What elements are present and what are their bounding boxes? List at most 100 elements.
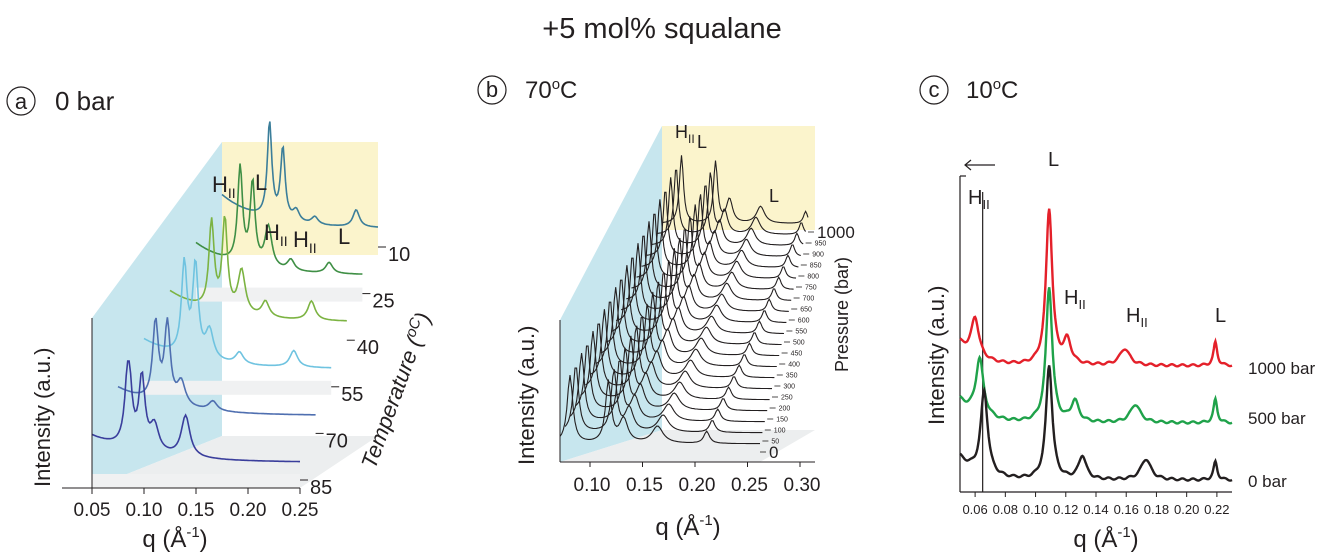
x-tick-label: 0.25 [282,500,319,521]
panel-c: c 10oC 0.06 0.08 0.10 0.12 0.14 0.16 0.18 0.20 0… [919,75,1315,553]
panel-c-ylabel: Intensity (a.u.) [924,286,949,425]
series-line-100-bar [569,353,765,423]
z-tick-label: 40 [357,337,379,359]
series-line-70 [117,317,316,416]
z-tick-label: 400 [788,362,800,369]
series-line-85 [91,360,300,463]
panel-c-legend-500: 500 bar [1248,409,1306,428]
z-tick-label: 350 [786,373,798,380]
x-tick-label: 0.20 [1174,502,1199,517]
series-line-450-bar [605,279,782,346]
panel-c-title: 10oC [966,76,1018,104]
panel-b-z-ticks: 1000950900850800750700650600550500450400… [760,223,855,462]
series-line-55 [143,256,332,369]
panel-c-legend-0: 0 bar [1248,472,1287,491]
series-line-800-bar [641,199,799,268]
x-tick-label: 0.06 [962,502,987,517]
z-tick-label: 500 [793,340,805,347]
x-tick-label: 0.22 [1204,502,1229,517]
series-line-600-bar [621,243,789,312]
x-tick-label: 0.05 [74,500,111,521]
z-tick-label: 55 [341,384,363,406]
x-tick-label: 0.12 [1053,502,1078,517]
panel-b-x-ticks: 0.10 0.15 0.20 0.25 0.30 [574,462,821,496]
direction-arrow-icon [964,159,995,171]
panel-b-zlabel: Pressure (bar) [832,257,852,372]
z-tick-label: 200 [779,406,791,413]
series-line-0-bar [959,365,1233,482]
series-line-400-bar [600,287,780,357]
panel-a-z-ticks: 10 25 40 55 70 85 [300,244,410,499]
panel-a-curves [91,121,378,463]
panel-c-badge [919,75,949,105]
panel-a-depth-bands [92,287,363,488]
panel-b-annot-l-1: L [697,132,707,152]
panel-b-ylabel: Intensity (a.u.) [514,326,539,465]
z-tick-label: 150 [776,417,788,424]
depth-band [196,287,363,302]
series-line-900-bar [651,177,804,246]
series-line-200-bar [580,331,770,401]
panel-a-title: 0 bar [55,86,115,116]
x-tick-label: 0.15 [178,500,215,521]
z-tick-label: 10 [388,244,410,266]
panel-b-annot-hii: HII [675,122,695,146]
panel-c-annot-hii-1: HII [968,187,990,212]
panel-b-annot-l-2: L [769,186,779,206]
series-line-10 [221,121,378,228]
z-tick-label: 550 [795,329,807,336]
series-line-550-bar [615,257,787,323]
depth-band [92,474,300,488]
figure-title: +5 mol% squalane [542,13,781,45]
panel-a-side-wall [92,142,222,488]
x-tick-label: 0.15 [626,475,663,496]
panel-b-badge [477,75,507,105]
z-tick-label: 250 [781,395,793,402]
panel-a-annot-l-1: L [255,170,267,195]
z-tick-label: 650 [800,307,812,314]
x-tick-label: 0.10 [126,500,163,521]
panel-a-x-ticks: 0.05 0.10 0.15 0.20 0.25 [74,488,319,521]
x-tick-label: 0.10 [574,475,611,496]
panel-a-badge [6,86,36,116]
panel-a-annot-l-2: L [338,224,350,249]
z-tick-label: 800 [807,274,819,281]
panel-b-letter: b [486,77,498,102]
panel-a-xlabel: q (Å-1) [142,524,207,553]
x-tick-label: 0.20 [679,475,716,496]
panel-c-xlabel: q (Å-1) [1073,524,1138,553]
series-line-1000-bar [661,155,809,224]
x-tick-label: 0.20 [230,500,267,521]
panel-a-zlabel: Temperature (oC) [355,309,435,472]
series-line-1000-bar [959,208,1233,368]
z-tick-label: 50 [771,439,779,446]
z-tick-label: 1000 [817,223,855,242]
panel-c-annot-l-1: L [1048,149,1059,171]
z-tick-label: 600 [798,318,810,325]
panel-b-title: 70oC [525,76,577,104]
panel-c-letter: c [929,77,940,102]
panel-c-annot-hii-3: HII [1126,305,1148,330]
panel-c-annot-l-2: L [1215,305,1226,327]
series-line-150-bar [574,345,768,412]
x-tick-label: 0.16 [1114,502,1139,517]
x-tick-label: 0.10 [1023,502,1048,517]
panel-b-xlabel: q (Å-1) [655,512,720,541]
x-tick-label: 0.30 [784,475,821,496]
x-tick-label: 0.14 [1083,502,1108,517]
panel-a-annot-hii-1: HII [212,172,236,201]
z-tick-label: 300 [783,384,795,391]
z-tick-label: 100 [774,428,786,435]
panel-a-ylabel: Intensity (a.u.) [30,348,55,487]
series-line-350-bar [595,301,777,368]
z-tick-label: 850 [810,263,822,270]
series-line-750-bar [636,213,797,279]
series-line-25 [195,163,363,275]
panel-b: b 70oC 0.10 0.15 0.20 0.25 0.30 100095090085… [477,75,855,541]
panel-a-letter: a [15,89,28,114]
series-line-850-bar [646,191,801,257]
x-tick-label: 0.08 [993,502,1018,517]
series-line-500-bar [959,287,1233,425]
panel-c-x-ticks: 0.06 0.08 0.10 0.12 0.14 0.16 0.18 0.20 0.22 [962,492,1230,517]
